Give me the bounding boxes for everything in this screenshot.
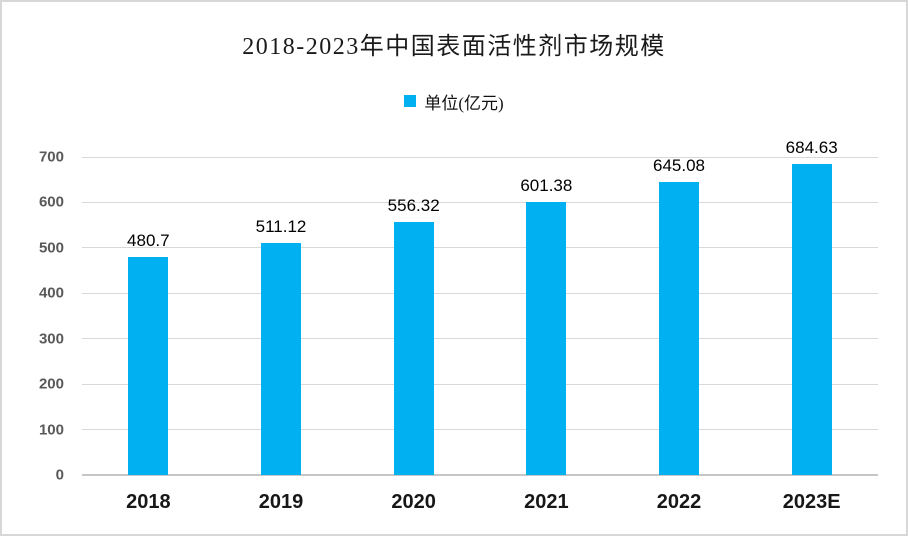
- x-tick-label: 2022: [656, 491, 702, 513]
- x-tick-label: 2019: [258, 491, 304, 513]
- y-tick-label: 600: [38, 193, 64, 211]
- gridline: [82, 201, 878, 203]
- gridline: [82, 383, 878, 385]
- legend-label: 单位(亿元): [424, 93, 504, 113]
- y-tick-label: 500: [38, 239, 64, 257]
- y-tick-label: 400: [38, 284, 64, 302]
- bar-value-label: 556.32: [387, 196, 440, 216]
- bar-value-label: 480.7: [127, 230, 170, 250]
- plot-area: 480.7 511.12 556.32 601.38 645.08 684.63: [82, 138, 878, 476]
- gridline: [82, 429, 878, 431]
- bar-value-label: 684.63: [785, 137, 838, 157]
- y-tick-label: 300: [38, 330, 64, 348]
- y-tick-label: 100: [38, 421, 64, 439]
- y-axis-labels: 0 100 200 300 400 500 600 700: [12, 149, 64, 484]
- bar-value-label: 511.12: [255, 216, 307, 236]
- x-tick-label: 2020: [391, 491, 436, 513]
- legend-swatch-icon: [404, 95, 417, 107]
- gridline: [82, 247, 878, 249]
- y-tick-label: 0: [55, 466, 64, 484]
- x-tick-label: 2021: [524, 491, 569, 513]
- bar-value-label: 601.38: [520, 175, 573, 195]
- y-tick-label: 700: [38, 148, 64, 166]
- x-axis-labels: 2018 2019 2020 2021 2022 2023E: [82, 475, 878, 525]
- bar-2021: [526, 201, 567, 475]
- x-tick-label: 2023E: [782, 491, 841, 513]
- legend: 单位(亿元): [2, 90, 906, 113]
- gridline: [82, 292, 878, 294]
- chart-title: 2018-2023年中国表面活性剂市场规模: [242, 34, 666, 60]
- bar-2019: [261, 242, 301, 475]
- bar-2020: [393, 222, 434, 475]
- bar-2022: [659, 181, 699, 475]
- y-tick-label: 200: [38, 375, 64, 393]
- gridline: [82, 338, 878, 340]
- bar-2023E: [791, 163, 832, 475]
- x-tick-label: 2018: [126, 491, 171, 513]
- bar-value-label: 645.08: [653, 155, 705, 175]
- gridline: [82, 156, 878, 158]
- bar-2018: [128, 256, 169, 475]
- x-axis-line: [82, 474, 878, 476]
